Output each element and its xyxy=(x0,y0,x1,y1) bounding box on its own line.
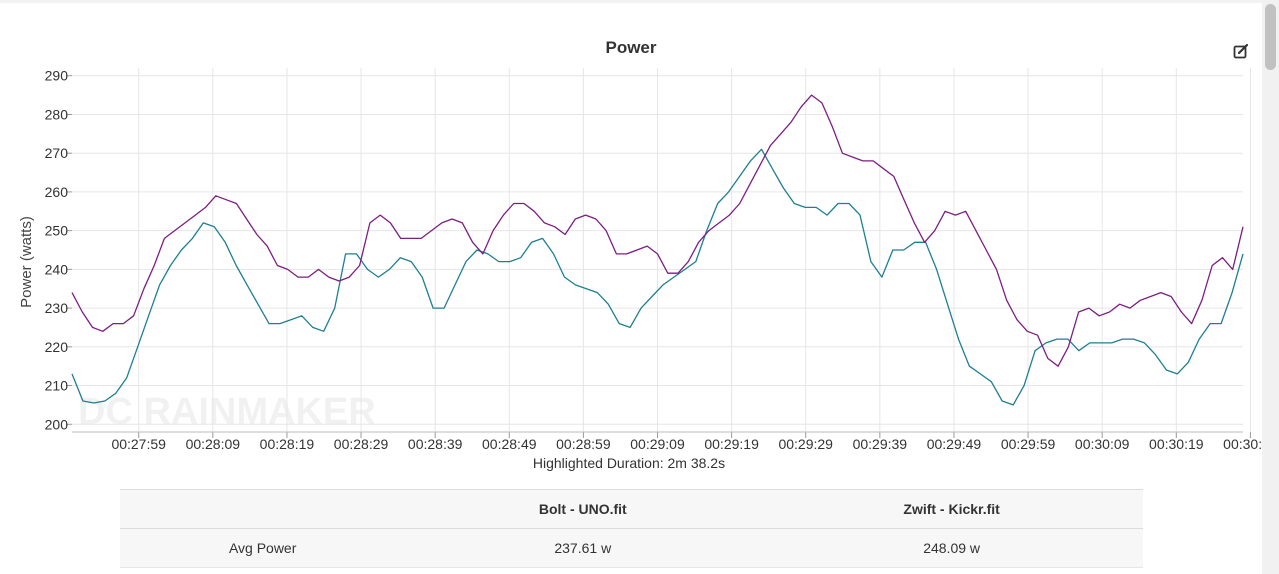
x-tick-label: 00:28:29 xyxy=(334,436,389,452)
x-tick-label: 00:29:39 xyxy=(853,436,908,452)
x-tick-label: 00:28:19 xyxy=(260,436,315,452)
table-header-row: Bolt - UNO.fit Zwift - Kickr.fit xyxy=(120,489,1143,529)
y-tick-label: 210 xyxy=(45,378,69,394)
y-tick-label: 250 xyxy=(45,223,69,239)
x-tick-label: 00:29:09 xyxy=(630,436,685,452)
table-header-blank xyxy=(120,489,406,529)
series-line-0 xyxy=(71,148,1244,406)
top-divider xyxy=(0,0,1262,3)
x-tick-label: 00:28:59 xyxy=(556,436,611,452)
x-tick-label: 00:27:59 xyxy=(111,436,166,452)
x-tick-label: 00:28:39 xyxy=(408,436,463,452)
series-line-1 xyxy=(71,94,1244,367)
grid-lines xyxy=(66,68,1251,438)
y-axis-ticks: 200 210 220 230 240 250 260 270 280 290 xyxy=(45,68,69,433)
y-tick-label: 240 xyxy=(45,261,69,277)
zwift-avg-power: 248.09 w xyxy=(760,528,1143,568)
y-tick-label: 200 xyxy=(45,416,69,432)
x-tick-label: 00:30:09 xyxy=(1075,436,1130,452)
table-row: Avg Power 237.61 w 248.09 w xyxy=(120,528,1143,568)
table-header-zwift: Zwift - Kickr.fit xyxy=(760,489,1143,529)
power-chart[interactable]: DC RAINMAKER 200 210 220 230 240 250 260 270 280… xyxy=(0,0,1262,480)
watermark: DC RAINMAKER xyxy=(78,391,376,433)
highlighted-duration: Highlighted Duration: 2m 38.2s xyxy=(532,455,726,471)
chart-title: Power xyxy=(605,38,657,57)
edit-icon[interactable] xyxy=(1233,43,1249,59)
bolt-avg-power: 237.61 w xyxy=(405,528,761,568)
x-tick-label: 00:28:09 xyxy=(186,436,241,452)
x-tick-label: 00:30:29 xyxy=(1223,436,1262,452)
table-header-bolt: Bolt - UNO.fit xyxy=(405,489,761,529)
x-axis-ticks: 00:27:59 00:28:09 00:28:19 00:28:29 00:28:39… xyxy=(111,436,1262,452)
y-tick-label: 280 xyxy=(45,106,69,122)
y-axis-label: Power (watts) xyxy=(18,216,35,308)
vertical-scrollbar[interactable] xyxy=(1262,0,1279,574)
x-tick-label: 00:29:19 xyxy=(704,436,759,452)
y-tick-label: 260 xyxy=(45,184,69,200)
x-tick-label: 00:29:49 xyxy=(927,436,982,452)
y-tick-label: 290 xyxy=(45,68,69,84)
x-tick-label: 00:30:19 xyxy=(1149,436,1204,452)
y-tick-label: 230 xyxy=(45,300,69,316)
scrollbar-thumb[interactable] xyxy=(1265,4,1276,70)
x-tick-label: 00:28:49 xyxy=(482,436,537,452)
y-tick-label: 270 xyxy=(45,145,69,161)
series-lines xyxy=(71,94,1244,406)
y-tick-label: 220 xyxy=(45,339,69,355)
summary-table: Bolt - UNO.fit Zwift - Kickr.fit Avg Pow… xyxy=(120,489,1143,568)
row-label: Avg Power xyxy=(120,528,406,568)
x-tick-label: 00:29:59 xyxy=(1001,436,1056,452)
x-tick-label: 00:29:29 xyxy=(778,436,833,452)
